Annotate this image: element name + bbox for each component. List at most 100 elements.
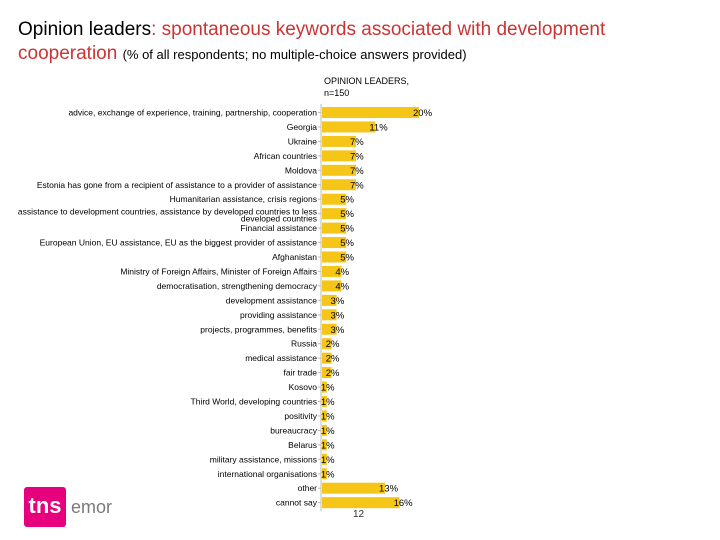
value-label: 1% xyxy=(321,455,335,466)
category-label: assistance to development countries, ass… xyxy=(18,207,317,217)
category-label: Estonia has gone from a recipient of ass… xyxy=(37,180,317,190)
value-label: 7% xyxy=(350,166,364,177)
value-label: 5% xyxy=(340,224,354,235)
value-label: 5% xyxy=(340,195,354,206)
bar xyxy=(322,367,332,379)
bar xyxy=(322,294,337,306)
value-label: 3% xyxy=(331,325,345,336)
category-labels: advice, exchange of experience, training… xyxy=(18,108,321,508)
category-label: Afghanistan xyxy=(272,252,317,262)
value-label: 1% xyxy=(321,426,335,437)
category-label: development assistance xyxy=(226,295,317,305)
logo-mark: tns xyxy=(24,487,66,527)
category-label: bureaucracy xyxy=(270,425,318,435)
category-label: Georgia xyxy=(287,122,318,132)
value-label: 2% xyxy=(326,354,340,365)
title-note: (% of all respondents; no multiple-choic… xyxy=(122,47,467,62)
category-label: European Union, EU assistance, EU as the… xyxy=(40,238,318,248)
page-number: 12 xyxy=(353,509,365,520)
category-label: fair trade xyxy=(283,368,317,378)
category-label: Humanitarian assistance, crisis regions xyxy=(170,194,317,204)
category-label: Ministry of Foreign Affairs, Minister of… xyxy=(120,266,317,276)
bar xyxy=(322,410,327,422)
value-label: 2% xyxy=(326,339,340,350)
series-header-line: n=150 xyxy=(324,88,349,98)
value-label: 3% xyxy=(331,310,345,321)
value-label: 1% xyxy=(321,383,335,394)
title-lead: Opinion leaders xyxy=(18,19,152,40)
bar xyxy=(322,396,327,407)
bar xyxy=(322,439,327,451)
bar xyxy=(322,237,347,249)
category-label: democratisation, strengthening democracy xyxy=(157,281,318,291)
value-label: 13% xyxy=(379,484,399,495)
category-label-continued: developed countries xyxy=(241,214,317,224)
title-accent: : spontaneous keywords associated with d… xyxy=(18,19,606,64)
bar xyxy=(322,265,342,277)
value-label: 1% xyxy=(321,469,335,480)
value-label: 5% xyxy=(340,238,354,249)
value-label: 5% xyxy=(340,253,354,264)
bar xyxy=(322,453,327,465)
value-labels: 20% 11% 7% 7% 7% 7% 5% 5% 5% 5% 5% 4% 4% 3% 3% 3% 2% 2% 2%… xyxy=(321,108,433,509)
bar xyxy=(322,164,356,176)
category-label: Ukraine xyxy=(288,136,318,146)
bar xyxy=(322,193,347,205)
bar xyxy=(322,352,332,364)
value-label: 7% xyxy=(350,137,364,148)
category-label: projects, programmes, benefits xyxy=(200,324,317,334)
category-label: advice, exchange of experience, training… xyxy=(68,108,317,118)
bar xyxy=(322,135,356,147)
value-label: 1% xyxy=(321,397,335,408)
category-label: Third World, developing countries xyxy=(191,397,317,407)
category-label: African countries xyxy=(254,151,317,161)
bar xyxy=(322,381,327,393)
value-label: 11% xyxy=(369,122,388,133)
category-label: Financial assistance xyxy=(240,223,317,233)
category-label: international organisations xyxy=(218,469,317,479)
bar xyxy=(322,468,327,480)
bar xyxy=(322,208,347,220)
bar xyxy=(322,338,332,350)
bar xyxy=(322,107,419,118)
bar xyxy=(322,497,400,509)
bar xyxy=(322,121,376,133)
value-label: 7% xyxy=(350,151,364,162)
bar xyxy=(322,482,386,494)
category-label: other xyxy=(298,483,318,493)
series-header: OPINION LEADERS, n=150 xyxy=(324,76,409,98)
bar xyxy=(322,251,347,263)
value-label: 7% xyxy=(350,180,364,191)
bar xyxy=(322,222,347,234)
category-label: providing assistance xyxy=(240,310,317,320)
value-label: 16% xyxy=(394,498,414,509)
category-label: Belarus xyxy=(288,440,317,450)
value-label: 2% xyxy=(326,368,340,379)
logo-wordmark: emor xyxy=(71,497,113,517)
value-label: 4% xyxy=(335,267,349,278)
category-label: Kosovo xyxy=(289,382,318,392)
value-label: 5% xyxy=(340,209,354,220)
page-title: Opinion leaders: spontaneous keywords as… xyxy=(18,18,708,67)
bar xyxy=(322,280,342,292)
value-label: 3% xyxy=(331,296,345,307)
category-label: Russia xyxy=(291,339,317,349)
value-label: 4% xyxy=(335,281,349,292)
value-label: 20% xyxy=(413,108,433,119)
bar xyxy=(322,424,327,436)
bar xyxy=(322,309,337,321)
category-label: military assistance, missions xyxy=(210,454,317,464)
bar xyxy=(322,179,356,191)
company-logo: tns emor xyxy=(24,487,134,527)
series-header-line: OPINION LEADERS, xyxy=(324,76,409,86)
bars xyxy=(322,107,419,509)
category-label: cannot say xyxy=(276,498,318,508)
category-label: medical assistance xyxy=(245,353,317,363)
value-label: 1% xyxy=(321,440,335,451)
bar xyxy=(322,150,356,162)
category-label: positivity xyxy=(284,411,317,421)
category-label: Moldova xyxy=(285,165,317,175)
value-label: 1% xyxy=(321,411,335,422)
bar xyxy=(322,323,337,335)
